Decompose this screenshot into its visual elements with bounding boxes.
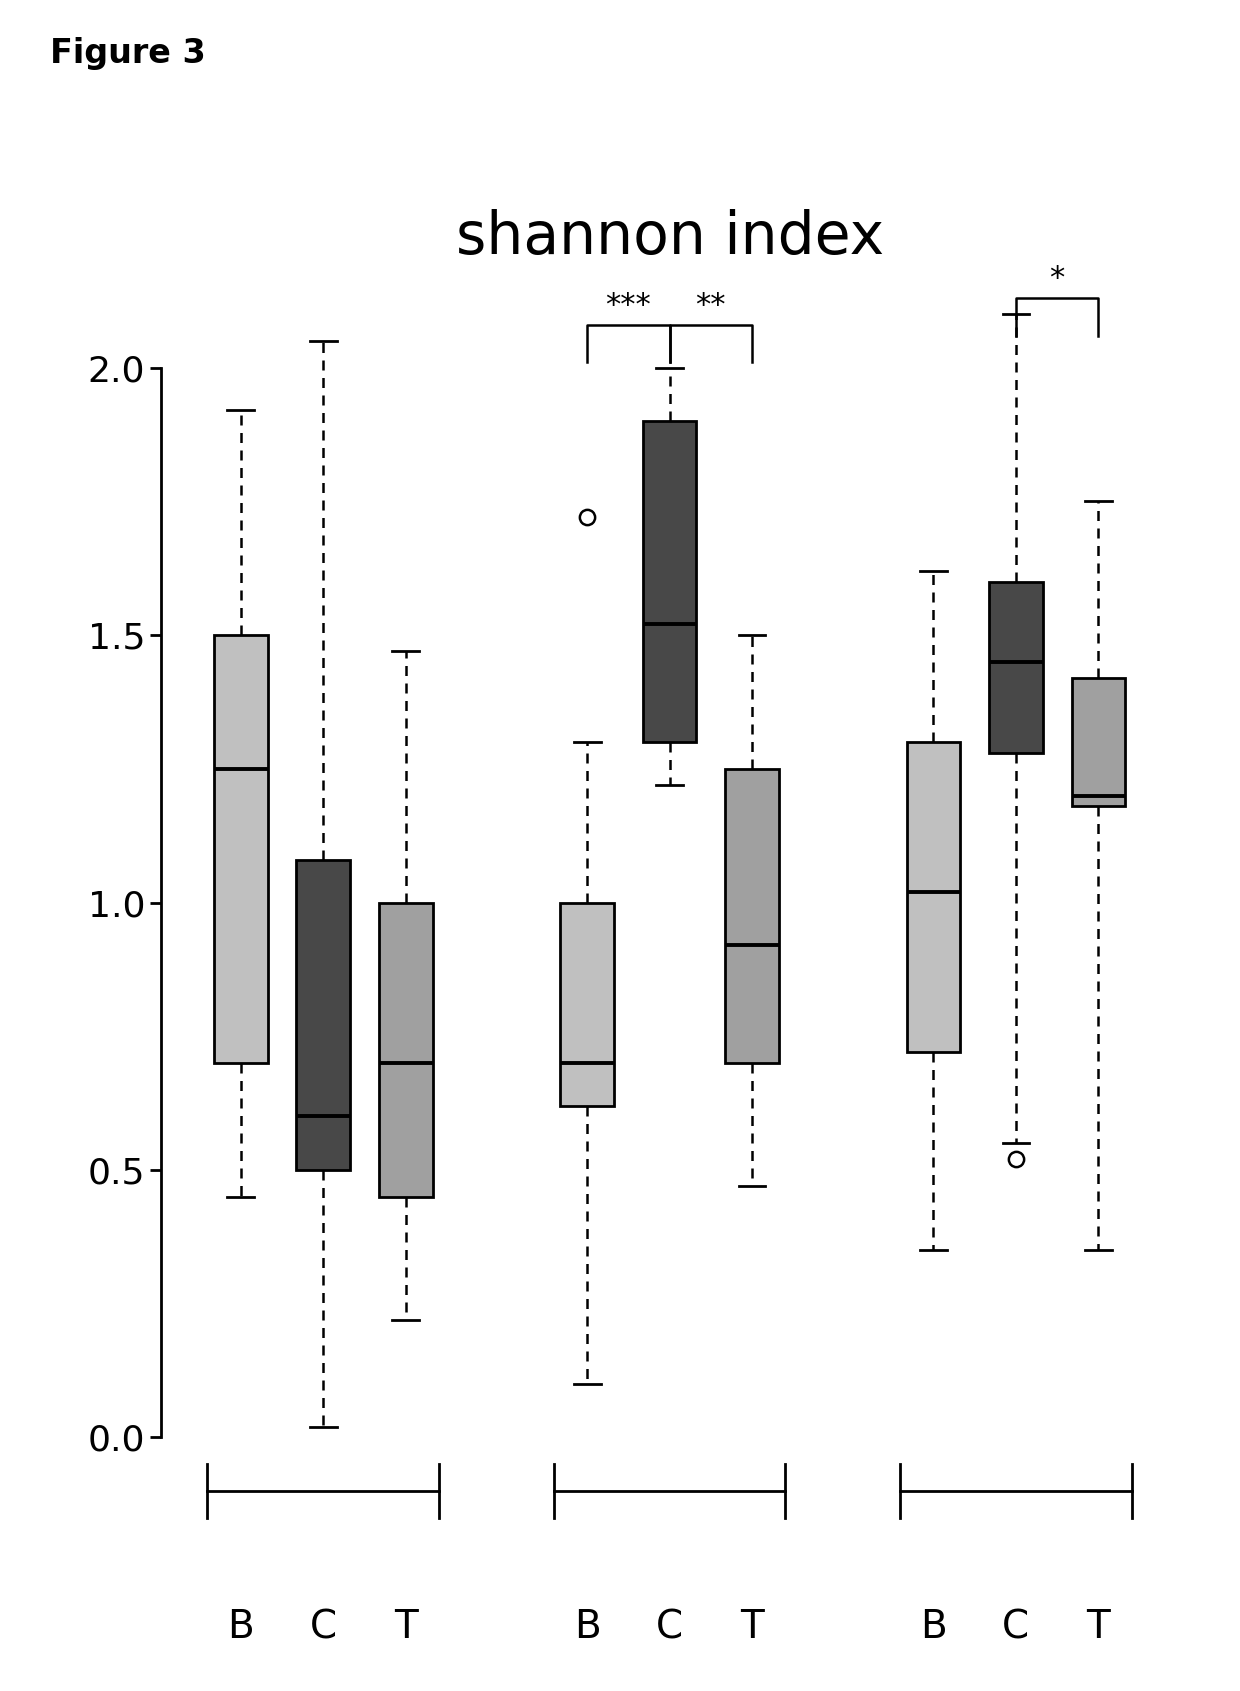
PathPatch shape: [215, 636, 268, 1064]
Text: C: C: [310, 1608, 337, 1647]
Text: C: C: [1002, 1608, 1029, 1647]
PathPatch shape: [1071, 678, 1125, 807]
Text: C: C: [656, 1608, 683, 1647]
PathPatch shape: [906, 742, 960, 1052]
PathPatch shape: [560, 903, 614, 1106]
Title: shannon index: shannon index: [455, 210, 884, 265]
Text: T: T: [1086, 1608, 1110, 1647]
Text: B: B: [920, 1608, 947, 1647]
Text: B: B: [227, 1608, 254, 1647]
PathPatch shape: [725, 769, 779, 1064]
Text: *: *: [1049, 264, 1065, 293]
PathPatch shape: [379, 903, 433, 1197]
Text: T: T: [740, 1608, 764, 1647]
PathPatch shape: [296, 859, 350, 1170]
Text: Figure 3: Figure 3: [50, 37, 206, 71]
Text: B: B: [574, 1608, 600, 1647]
PathPatch shape: [642, 421, 697, 742]
Text: T: T: [394, 1608, 418, 1647]
Text: **: **: [696, 291, 727, 320]
PathPatch shape: [990, 582, 1043, 752]
Text: ***: ***: [605, 291, 651, 320]
